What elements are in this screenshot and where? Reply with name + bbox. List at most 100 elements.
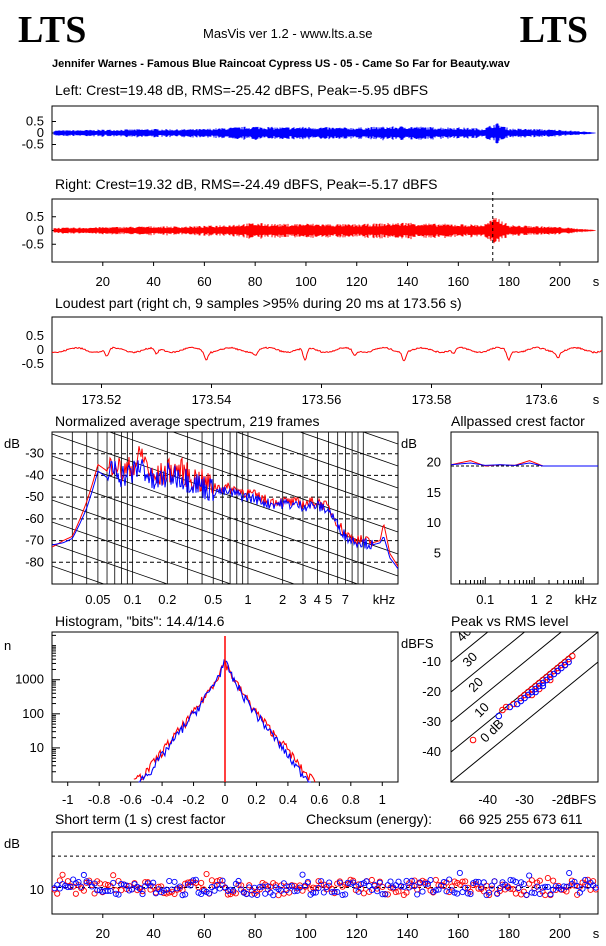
short-crest-point-1 (451, 889, 458, 896)
short-crest-point-1 (398, 883, 405, 890)
short-crest-point-1 (371, 881, 378, 888)
short-crest-point-1 (454, 890, 461, 897)
peak-rms-point-0 (568, 652, 576, 660)
short-crest-point-1 (488, 882, 495, 889)
short-crest-point-1 (264, 883, 271, 890)
short-crest-point-0 (59, 871, 66, 878)
loudest-ytick: 0 (37, 342, 44, 357)
short-crest-point-0 (155, 883, 162, 890)
left-waveform-signal (53, 123, 596, 144)
short-crest-point-1 (560, 883, 567, 890)
short-crest-point-1 (179, 892, 186, 899)
loudest-frame (51, 316, 603, 385)
right-waveform-xtick: 60 (197, 274, 211, 289)
short-crest-point-0 (368, 876, 375, 884)
short-crest-point-1 (291, 888, 298, 895)
right-waveform-xtick: 100 (295, 274, 317, 289)
short-crest-point-0 (86, 877, 93, 884)
allpassed-ytick: 5 (434, 546, 441, 561)
histogram-xtick: 0.8 (342, 792, 360, 807)
short-crest-point-0 (536, 877, 543, 884)
short-crest-point-1 (526, 872, 533, 879)
short-crest-point-1 (262, 890, 269, 897)
logo-left: LTS (18, 9, 87, 51)
short-crest-point-1 (136, 885, 143, 893)
short-crest-point-1 (128, 886, 135, 893)
short-crest-point-1 (352, 883, 359, 890)
short-crest-point-1 (592, 884, 599, 891)
short-crest-point-1 (299, 871, 306, 878)
short-crest-point-0 (395, 888, 402, 895)
short-crest-xtick: 180 (498, 926, 520, 941)
allpassed-xtick: 1 (531, 592, 538, 607)
short-crest-point-1 (310, 889, 317, 896)
short-crest-point-0 (216, 877, 223, 884)
logo-right: LTS (519, 9, 588, 51)
short-crest-point-1 (206, 890, 213, 897)
short-crest-point-0 (104, 881, 111, 889)
spectrum-xtick: 0.2 (158, 592, 176, 607)
right-waveform-ytick: -0.5 (22, 236, 44, 251)
short-crest-point-0 (403, 889, 410, 896)
short-crest-point-1 (190, 877, 197, 884)
short-crest-point-1 (472, 878, 479, 885)
short-crest-ytick: 10 (30, 882, 44, 897)
peak-rms-ytick: -10 (422, 654, 441, 669)
allpassed-series-1 (450, 462, 598, 467)
short-crest-point-1 (104, 887, 111, 895)
short-crest-point-0 (550, 877, 557, 884)
short-crest-point-1 (446, 876, 453, 883)
spectrum-xunit: kHz (373, 592, 395, 607)
loudest-xtick: 173.56 (302, 392, 342, 407)
short-crest-point-0 (414, 886, 421, 893)
short-crest-point-1 (480, 879, 487, 886)
short-crest-point-1 (547, 891, 554, 898)
short-crest-point-1 (67, 883, 74, 891)
short-crest-frame (51, 831, 599, 915)
short-crest-point-1 (304, 878, 311, 885)
short-crest-point-1 (334, 889, 341, 896)
short-crest-point-1 (254, 891, 261, 899)
short-crest-point-1 (523, 891, 530, 898)
short-crest-point-1 (542, 883, 549, 890)
right-waveform-xtick: 180 (498, 274, 520, 289)
short-crest-point-1 (187, 882, 194, 889)
loudest-xtick: 173.54 (192, 392, 232, 407)
short-crest-point-1 (75, 878, 82, 886)
short-crest-point-1 (376, 879, 383, 886)
left-waveform-ytick: 0.5 (26, 114, 44, 129)
spectrum-xtick: 0.1 (124, 592, 142, 607)
spectrum-xtick: 0.05 (85, 592, 110, 607)
short-crest-point-1 (566, 869, 573, 877)
short-crest-point-1 (563, 883, 570, 890)
short-crest-point-1 (408, 877, 415, 884)
short-crest-point-1 (520, 881, 527, 888)
peak-rms-point-1 (495, 712, 503, 720)
short-crest-point-1 (70, 876, 77, 883)
short-crest-point-1 (288, 882, 295, 889)
short-crest-point-0 (486, 891, 493, 899)
short-crest-point-1 (286, 883, 293, 890)
short-crest-point-1 (72, 880, 79, 887)
short-crest-point-1 (432, 887, 439, 894)
peak-rms-title: Peak vs RMS level (451, 613, 569, 629)
short-crest-point-1 (582, 876, 589, 884)
spectrum-ytick: -80 (25, 554, 44, 569)
peak-rms-point-1 (532, 688, 539, 696)
peak-rms-point-0 (469, 736, 477, 744)
loudest-xtick: 173.6 (525, 392, 558, 407)
spectrum-slope-line (52, 477, 359, 584)
left-waveform-ytick: 0 (37, 125, 44, 140)
short-crest-point-0 (563, 888, 570, 895)
short-crest-point-0 (448, 883, 455, 890)
short-crest-point-1 (571, 878, 578, 885)
spectrum-slope-line (52, 543, 169, 584)
short-crest-xtick: 100 (295, 926, 317, 941)
short-crest-point-1 (387, 878, 394, 885)
allpassed-xtick: 2 (545, 592, 552, 607)
histogram-xtick: 0.2 (247, 792, 265, 807)
short-crest-point-1 (216, 885, 223, 892)
spectrum-frame (51, 431, 399, 585)
short-crest-point-0 (528, 877, 535, 884)
peak-rms-point-0 (502, 703, 510, 711)
